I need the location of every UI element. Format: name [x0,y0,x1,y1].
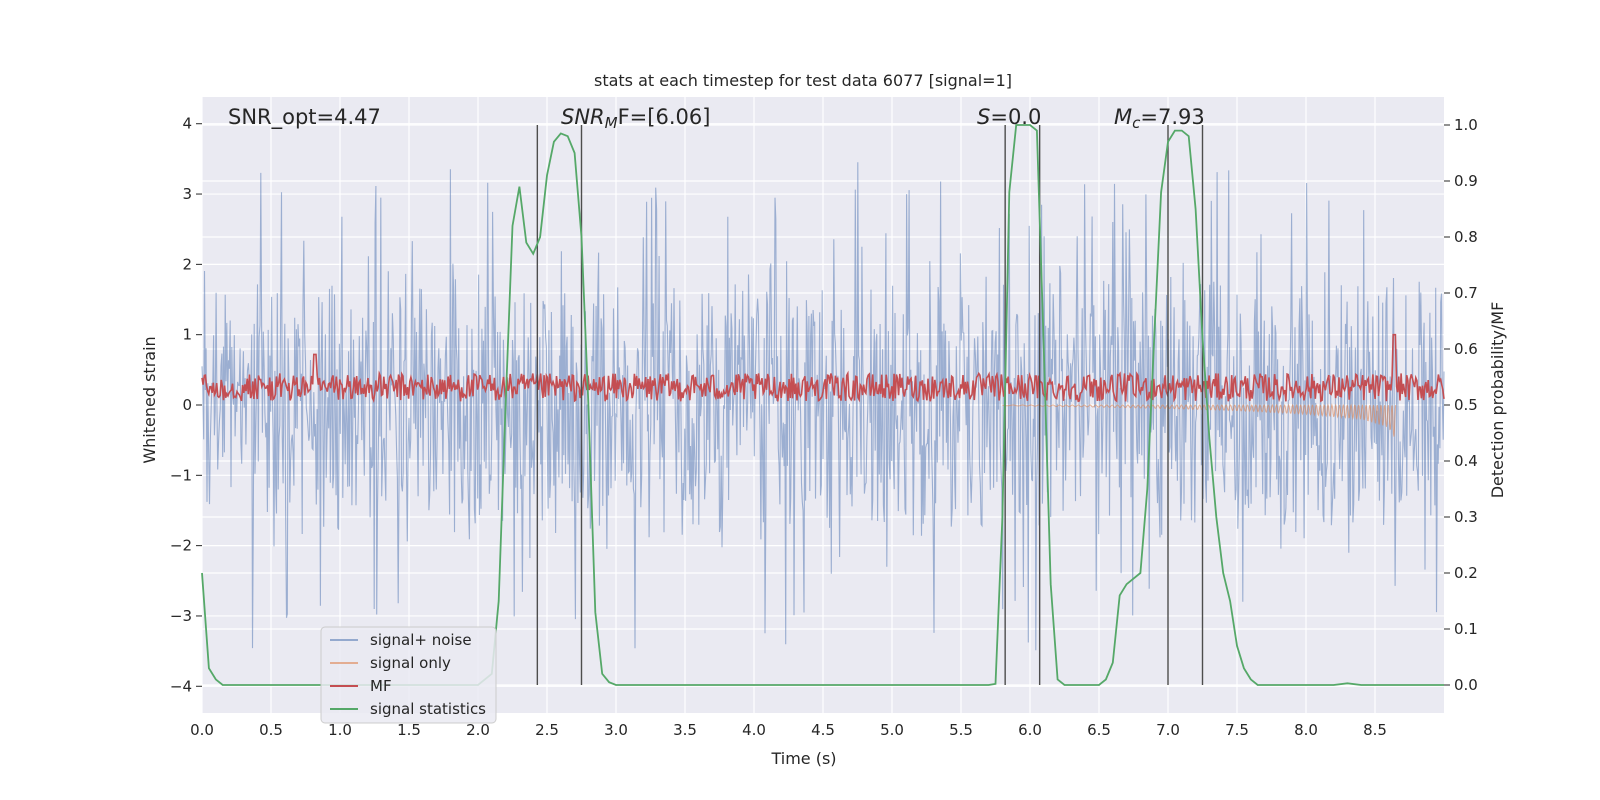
x-tick-label-17: 8.5 [1363,721,1387,739]
x-tick-label-6: 3.0 [604,721,628,739]
annotation-snr-mf-sub: M [605,114,618,132]
annotation-mc-rest: =7.93 [1140,105,1204,129]
x-tick-label-10: 5.0 [880,721,904,739]
x-tick-label-2: 1.0 [328,721,352,739]
legend-label-signal: signal only [370,654,451,672]
y-right-tick-label-9: 0.1 [1454,620,1478,638]
mf-series [201,333,1445,403]
y-right-tick-label-7: 0.3 [1454,508,1478,526]
legend-box [320,626,497,724]
signal-noise-series [201,162,1445,651]
legend-label-stats: signal statistics [370,700,486,718]
x-tick-label-0: 0.0 [190,721,214,739]
mf-line [201,333,1445,403]
y-left-tick-label-3: 1 [182,326,192,344]
y-left-tick-label-1: 3 [182,185,192,203]
annotation-snr-opt: SNR_opt=4.47 [228,105,381,130]
annotation-mc-sub: c [1132,114,1141,132]
x-tick-label-9: 4.5 [811,721,835,739]
x-tick-label-14: 7.0 [1156,721,1180,739]
y-right-tick-label-10: 0.0 [1454,676,1478,694]
signal-only-line [1002,403,1397,437]
annotation-s-label: S [977,105,990,129]
y-right-tick-label-2: 0.8 [1454,228,1478,246]
x-tick-label-8: 4.0 [742,721,766,739]
annotation-snr-mf: SNRMF=[6.06] [561,105,710,132]
y-left-tick-label-6: −2 [170,537,192,555]
signal-statistics-series [201,124,1444,686]
x-tick-label-11: 5.5 [949,721,973,739]
x-tick-label-7: 3.5 [673,721,697,739]
y-right-tick-label-3: 0.7 [1454,284,1478,302]
x-tick-label-13: 6.5 [1087,721,1111,739]
annotation-mc: Mc=7.93 [1114,105,1205,132]
x-tick-label-15: 7.5 [1225,721,1249,739]
y-left-tick-label-7: −3 [170,607,192,625]
signal-only-series [1002,403,1397,437]
legend-label-noise: signal+ noise [370,631,472,649]
legend: signal+ noise signal only MF signal stat… [320,626,497,724]
y-right-tick-label-8: 0.2 [1454,564,1478,582]
x-tick-label-1: 0.5 [259,721,283,739]
y-right-tick-label-1: 0.9 [1454,172,1478,190]
y-left-tick-label-2: 2 [182,255,192,273]
y-axis-left: 4 3 2 1 0 −1 −2 −3 −4 [170,115,202,695]
y-axis-left-label: Whitened strain [140,336,159,463]
x-tick-label-5: 2.5 [535,721,559,739]
noise-line [201,162,1445,651]
y-right-tick-label-6: 0.4 [1454,452,1478,470]
y-axis-right: 1.0 0.9 0.8 0.7 0.6 0.5 0.4 0.3 0.2 0.1 0.0 [1444,116,1478,694]
signal-statistics-line [201,124,1444,686]
annotation-snr-mf-label: SNR [561,105,605,129]
y-left-tick-label-4: 0 [182,396,192,414]
y-left-tick-label-8: −4 [170,677,192,695]
y-right-tick-label-5: 0.5 [1454,396,1478,414]
y-left-tick-label-5: −1 [170,466,192,484]
x-axis-label: Time (s) [770,749,836,768]
x-tick-label-16: 8.0 [1294,721,1318,739]
annotation-snr-mf-rest: F=[6.06] [618,105,711,129]
annotation-s-rest: =0.0 [990,105,1041,129]
chart-title: stats at each timestep for test data 607… [594,71,1012,90]
y-axis-right-label: Detection probability/MF [1488,302,1507,499]
annotation-s: S=0.0 [977,105,1041,129]
annotation-mc-label: M [1114,105,1132,129]
x-tick-label-3: 1.5 [397,721,421,739]
y-right-tick-label-0: 1.0 [1454,116,1478,134]
y-left-tick-label-0: 4 [182,115,192,133]
x-axis: 0.0 0.5 1.0 1.5 2.0 2.5 3.0 3.5 4.0 4.5 5.0 5.5 6.0 6… [190,721,1387,739]
x-tick-label-12: 6.0 [1018,721,1042,739]
x-tick-label-4: 2.0 [466,721,490,739]
y-right-tick-label-4: 0.6 [1454,340,1478,358]
legend-label-mf: MF [370,677,392,695]
